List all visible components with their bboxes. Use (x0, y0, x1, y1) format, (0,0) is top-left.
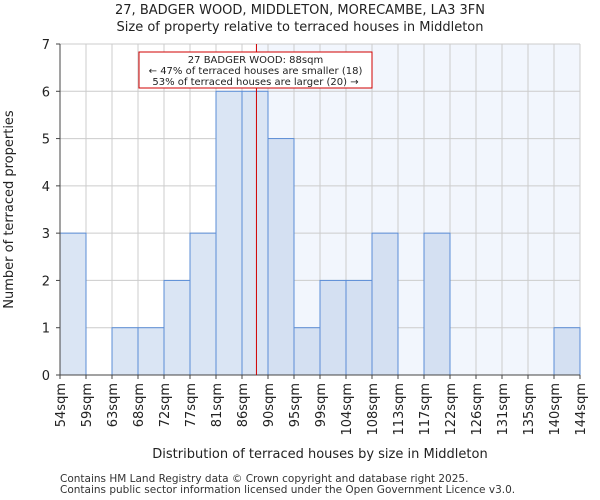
x-tick-label: 86sqm (236, 383, 251, 427)
x-axis-label: Distribution of terraced houses by size … (152, 447, 487, 462)
annotation-line-2: ← 47% of terraced houses are smaller (18… (149, 66, 363, 77)
x-tick-label: 99sqm (314, 383, 329, 427)
x-tick-label: 117sqm (418, 383, 433, 436)
y-tick-label: 0 (42, 369, 50, 384)
x-tick-label: 144sqm (574, 383, 589, 436)
y-tick-label: 4 (42, 180, 50, 195)
x-tick-label: 63sqm (106, 383, 121, 427)
bar (423, 232, 451, 376)
x-tick-label: 104sqm (340, 383, 355, 436)
annotation-box (138, 51, 373, 89)
x-tick-label: 59sqm (80, 383, 95, 427)
x-tick-label: 131sqm (496, 383, 511, 436)
chart-title: 27, BADGER WOOD, MIDDLETON, MORECAMBE, L… (115, 3, 485, 18)
annotation-line-1: 27 BADGER WOOD: 88sqm (188, 55, 323, 66)
bar (553, 327, 581, 376)
y-tick-label: 2 (42, 274, 50, 289)
x-tick-label: 113sqm (392, 383, 407, 436)
right-background (256, 44, 580, 375)
x-tick-label: 77sqm (184, 383, 199, 427)
footer-line-2: Contains public sector information licen… (60, 484, 516, 496)
y-axis-label: Number of terraced properties (2, 110, 17, 309)
bar (163, 279, 191, 376)
x-tick-label: 126sqm (470, 383, 485, 436)
bar (293, 327, 321, 376)
y-tick-label: 5 (42, 133, 50, 148)
bar (137, 327, 165, 376)
annotation-line-3: 53% of terraced houses are larger (20) → (152, 77, 358, 88)
y-tick-label: 3 (42, 227, 50, 242)
bar (189, 232, 217, 376)
x-tick-label: 68sqm (132, 383, 147, 427)
x-tick-label: 90sqm (262, 383, 277, 427)
x-tick-label: 95sqm (288, 383, 303, 427)
bar (215, 90, 243, 376)
x-tick-label: 54sqm (54, 383, 69, 427)
y-tick-label: 1 (42, 322, 50, 337)
x-tick-label: 122sqm (444, 383, 459, 436)
bar (59, 232, 87, 376)
bar (267, 138, 295, 376)
bar (241, 90, 269, 376)
bar (111, 327, 139, 376)
x-tick-label: 72sqm (158, 383, 173, 427)
x-tick-label: 135sqm (522, 383, 537, 436)
y-tick-label: 7 (42, 38, 50, 53)
x-tick-label: 81sqm (210, 383, 225, 427)
bar (345, 279, 373, 376)
x-tick-label: 108sqm (366, 383, 381, 436)
y-tick-label: 6 (42, 85, 50, 100)
chart-subtitle: Size of property relative to terraced ho… (116, 20, 484, 35)
footer-line-1: Contains HM Land Registry data © Crown c… (60, 473, 469, 485)
bar (371, 232, 399, 376)
x-tick-label: 140sqm (548, 383, 563, 436)
bar (319, 279, 347, 376)
